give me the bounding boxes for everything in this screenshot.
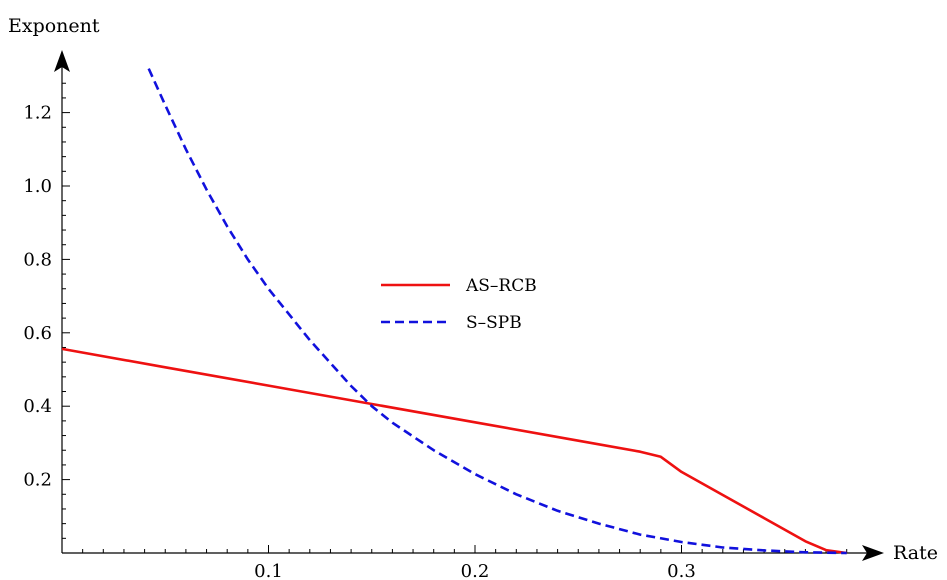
ticks: 0.1 0.2 0.3 0.2 0.4 0.6 0.8 1.0 1.2 xyxy=(23,82,848,580)
legend-label-1: S–SPB xyxy=(466,313,522,333)
y-axis-arrow xyxy=(54,50,70,72)
legend: AS–RCB S–SPB xyxy=(381,276,537,333)
legend-label-0: AS–RCB xyxy=(465,276,537,296)
y-tick-label: 0.4 xyxy=(23,396,52,417)
series-line-1 xyxy=(147,68,847,555)
series-lines xyxy=(61,68,847,555)
x-axis-arrow xyxy=(862,545,884,561)
y-tick-label: 0.8 xyxy=(23,249,52,270)
series-line-0 xyxy=(61,347,847,555)
x-tick-label: 0.3 xyxy=(667,561,696,580)
y-tick-label: 1.2 xyxy=(23,103,52,124)
x-tick-label: 0.1 xyxy=(254,561,283,580)
x-tick-label: 0.2 xyxy=(461,561,490,580)
axes xyxy=(54,50,884,561)
y-tick-label: 0.6 xyxy=(23,323,52,344)
y-axis-title: Exponent xyxy=(8,15,100,37)
y-tick-label: 1.0 xyxy=(23,176,52,197)
x-axis-title: Rate xyxy=(893,542,938,564)
y-tick-label: 0.2 xyxy=(23,470,52,491)
